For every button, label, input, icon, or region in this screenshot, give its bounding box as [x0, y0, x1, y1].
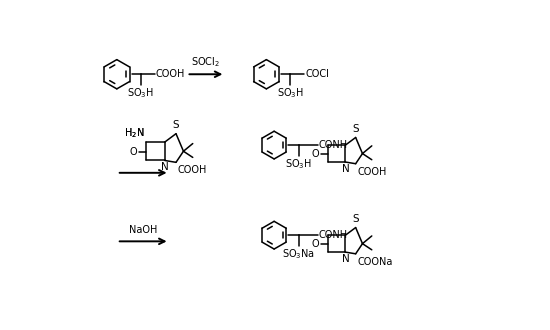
Text: CONH: CONH — [318, 230, 348, 240]
Text: COOH: COOH — [357, 167, 387, 177]
Text: COOH: COOH — [178, 165, 207, 176]
Text: CONH: CONH — [318, 140, 348, 150]
Text: O: O — [311, 240, 319, 249]
Text: N: N — [342, 164, 349, 174]
Text: SO$_3$H: SO$_3$H — [277, 86, 304, 100]
Text: COONa: COONa — [357, 257, 393, 267]
Text: COOH: COOH — [156, 69, 185, 79]
Text: SO$_3$H: SO$_3$H — [128, 86, 155, 100]
Text: O: O — [129, 147, 137, 157]
Text: S: S — [173, 120, 179, 130]
Text: S: S — [353, 214, 359, 224]
Text: H$_2$N: H$_2$N — [124, 126, 145, 140]
Text: N: N — [342, 254, 349, 264]
Text: O: O — [311, 149, 319, 159]
Text: N: N — [161, 162, 169, 172]
Text: SO$_3$H: SO$_3$H — [285, 157, 312, 171]
Text: SOCl$_2$: SOCl$_2$ — [191, 55, 221, 69]
Text: NaOH: NaOH — [129, 225, 157, 235]
Text: H$_2$N: H$_2$N — [124, 126, 145, 140]
Text: SO$_3$Na: SO$_3$Na — [282, 248, 316, 261]
Text: COCl: COCl — [305, 69, 329, 79]
Text: S: S — [353, 124, 359, 134]
